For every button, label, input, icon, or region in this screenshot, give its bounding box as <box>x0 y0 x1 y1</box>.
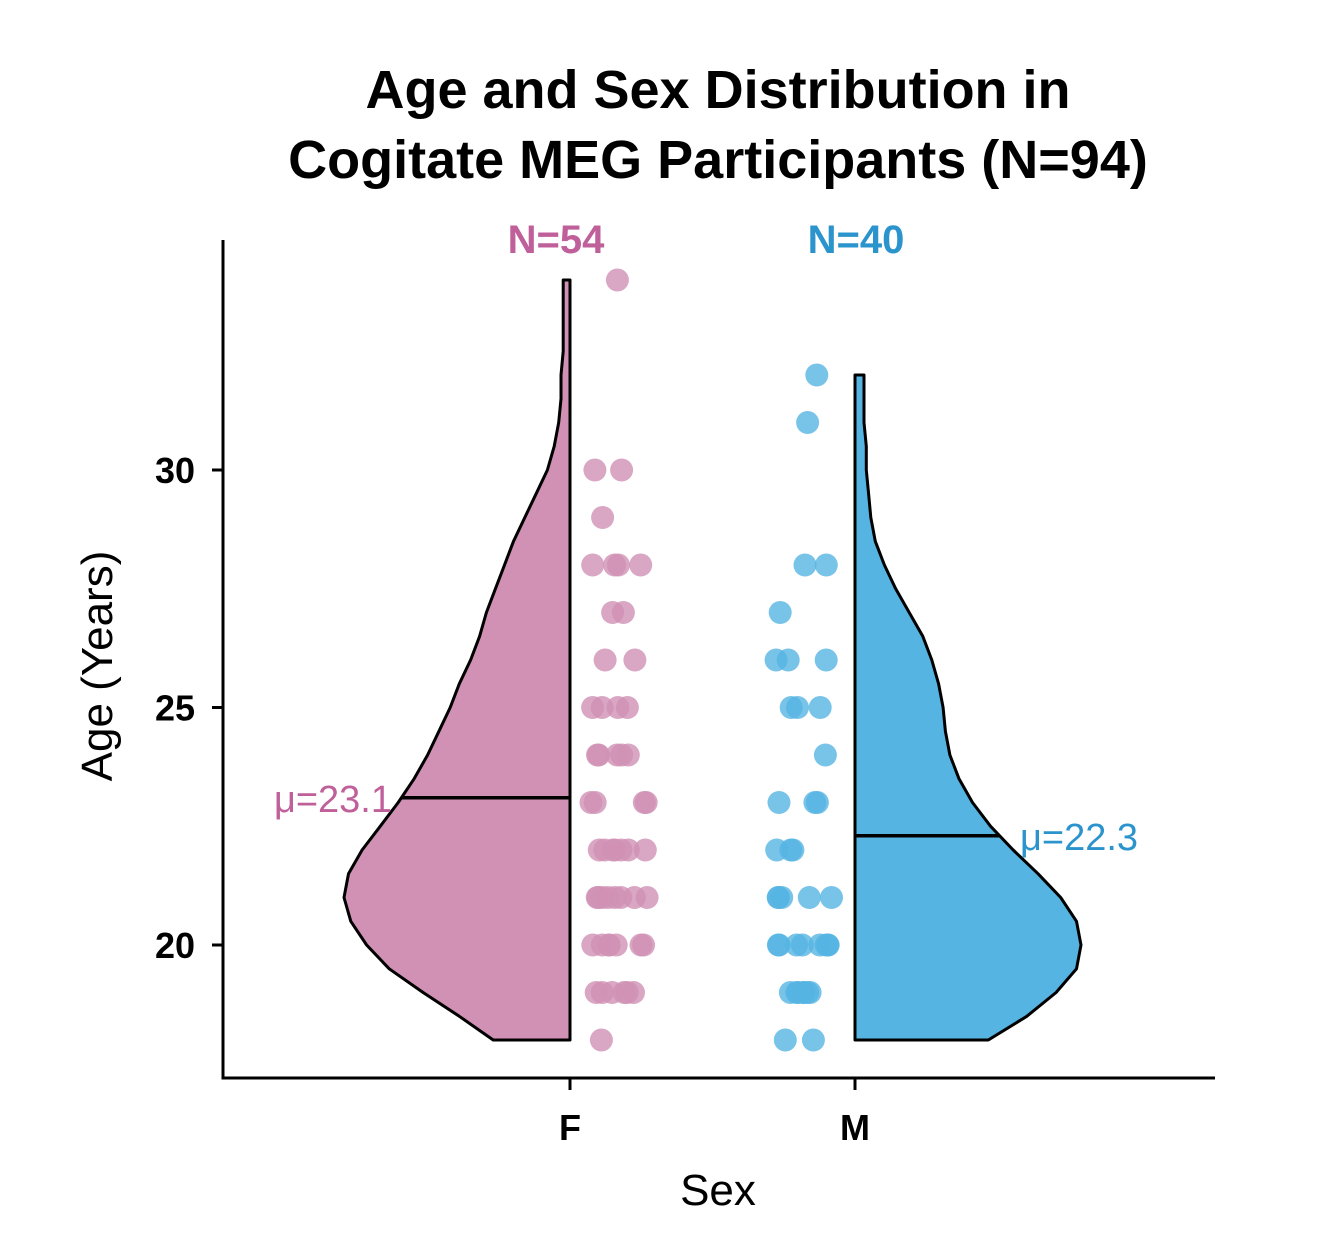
data-point-M-7 <box>764 648 788 672</box>
data-point-M-39 <box>801 1028 825 1052</box>
data-point-M-3 <box>793 553 817 577</box>
data-point-M-19 <box>820 886 843 909</box>
data-point-M-17 <box>779 838 803 862</box>
data-point-M-22 <box>766 886 790 909</box>
points-layer <box>579 268 843 1052</box>
y-tick-label-20: 20 <box>155 925 195 966</box>
data-point-F-31 <box>593 838 617 862</box>
data-point-F-10 <box>593 648 617 672</box>
data-point-M-10 <box>808 696 832 719</box>
data-point-F-6 <box>581 553 605 577</box>
data-point-M-38 <box>773 1028 797 1052</box>
data-point-F-7 <box>629 553 653 577</box>
x-tick-label-F: F <box>559 1107 581 1148</box>
data-point-F-5 <box>606 553 630 577</box>
data-point-F-15 <box>590 696 614 719</box>
data-point-F-0 <box>605 268 629 292</box>
data-point-F-1 <box>610 458 634 482</box>
data-point-F-23 <box>634 791 658 814</box>
data-point-F-9 <box>601 601 625 624</box>
y-tick-label-30: 30 <box>155 450 195 491</box>
data-point-F-14 <box>606 696 630 719</box>
data-point-M-18 <box>797 886 821 909</box>
data-point-M-12 <box>767 791 791 814</box>
chart-title: Age and Sex Distribution in Cogitate MEG… <box>288 60 1148 190</box>
data-point-M-5 <box>814 648 838 672</box>
data-point-F-3 <box>591 506 615 529</box>
y-axis-title: Age (Years) <box>73 551 122 782</box>
data-point-M-14 <box>803 791 827 814</box>
data-point-M-30 <box>816 933 840 957</box>
axes: 20 25 30 F M <box>155 240 1215 1148</box>
data-point-F-45 <box>629 933 653 957</box>
data-point-M-9 <box>779 696 803 719</box>
chart-title-line-2: Cogitate MEG Participants (N=94) <box>288 130 1148 190</box>
data-point-F-38 <box>585 886 609 909</box>
data-point-F-24 <box>583 791 607 814</box>
data-point-F-20 <box>587 743 611 767</box>
y-tick-label-25: 25 <box>155 688 195 729</box>
data-point-F-11 <box>623 648 647 672</box>
data-point-M-28 <box>785 933 809 957</box>
x-tick-label-M: M <box>840 1107 870 1148</box>
data-point-F-2 <box>583 458 607 482</box>
n-label-F: N=54 <box>508 218 605 262</box>
data-point-M-1 <box>796 411 820 434</box>
n-label-M: N=40 <box>808 218 905 262</box>
violin-layer <box>342 278 1083 1042</box>
mean-label-F: μ=23.1 <box>274 779 392 821</box>
data-point-F-30 <box>616 838 640 862</box>
data-point-F-53 <box>589 1028 613 1052</box>
data-point-M-37 <box>778 981 802 1004</box>
mean-label-M: μ=22.3 <box>1020 817 1138 859</box>
data-point-F-19 <box>605 743 629 767</box>
data-point-M-11 <box>813 743 837 767</box>
data-point-M-0 <box>805 363 829 387</box>
data-point-F-51 <box>615 981 639 1004</box>
x-axis-title: Sex <box>680 1166 756 1215</box>
data-point-F-39 <box>622 886 646 909</box>
data-point-M-25 <box>766 933 790 957</box>
data-point-F-46 <box>604 933 628 957</box>
violin-M <box>853 373 1083 1042</box>
data-point-F-26 <box>633 838 657 862</box>
chart-title-line-1: Age and Sex Distribution in <box>365 60 1070 120</box>
data-point-M-4 <box>768 601 792 624</box>
violin-F <box>342 278 572 1042</box>
data-point-M-2 <box>814 553 838 577</box>
data-point-F-52 <box>584 981 608 1004</box>
group-labels-layer: μ=23.1 N=54 μ=22.3 N=40 <box>274 218 1138 859</box>
